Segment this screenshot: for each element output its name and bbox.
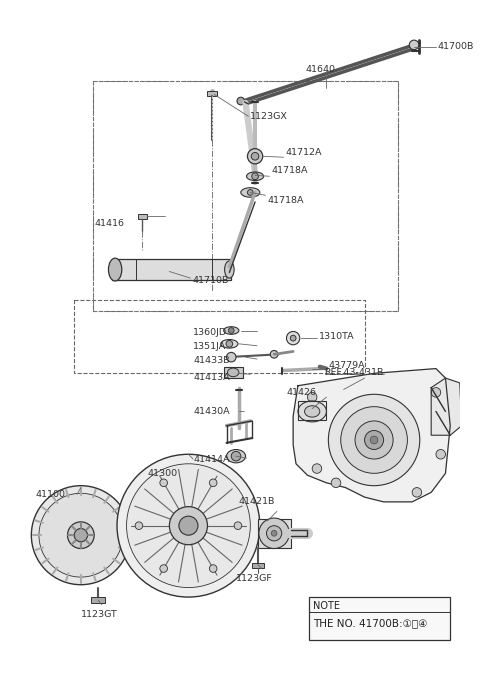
Circle shape <box>74 528 87 542</box>
Bar <box>298 401 326 420</box>
Bar <box>112 259 231 280</box>
Circle shape <box>39 493 123 577</box>
Text: 41421B: 41421B <box>239 497 275 507</box>
Text: 41712A: 41712A <box>286 148 322 157</box>
Text: 1310TA: 1310TA <box>319 332 355 340</box>
Circle shape <box>68 522 94 548</box>
Text: NOTE: NOTE <box>313 601 340 611</box>
Text: 41640: 41640 <box>306 65 336 74</box>
Ellipse shape <box>305 406 320 417</box>
Circle shape <box>412 488 421 497</box>
Circle shape <box>436 449 445 459</box>
Text: 43779A: 43779A <box>328 361 365 370</box>
Text: 41413A: 41413A <box>193 373 230 381</box>
Ellipse shape <box>108 258 122 281</box>
Circle shape <box>312 464 322 473</box>
Bar <box>309 597 450 640</box>
Text: 41710B: 41710B <box>192 276 228 285</box>
Circle shape <box>370 436 378 444</box>
Text: 41718A: 41718A <box>267 195 304 204</box>
Text: 1360JD: 1360JD <box>193 328 228 337</box>
Text: 41433B: 41433B <box>193 356 230 366</box>
Circle shape <box>355 421 393 459</box>
Text: 1123GT: 1123GT <box>81 609 118 619</box>
Bar <box>258 519 291 548</box>
Bar <box>91 597 105 603</box>
Circle shape <box>252 173 258 180</box>
Ellipse shape <box>228 368 239 377</box>
Ellipse shape <box>224 327 239 334</box>
Circle shape <box>270 351 278 358</box>
Ellipse shape <box>298 401 326 422</box>
Polygon shape <box>431 378 462 435</box>
Ellipse shape <box>247 172 264 180</box>
Circle shape <box>248 189 253 195</box>
Polygon shape <box>293 368 450 502</box>
Circle shape <box>251 153 259 160</box>
Text: THE NO. 41700B:①～④: THE NO. 41700B:①～④ <box>313 618 428 628</box>
Circle shape <box>364 430 384 449</box>
Circle shape <box>117 454 260 597</box>
Circle shape <box>179 516 198 535</box>
Circle shape <box>209 479 217 487</box>
Text: 41414A: 41414A <box>193 456 230 464</box>
Circle shape <box>271 530 277 536</box>
Circle shape <box>226 340 233 347</box>
Circle shape <box>135 522 143 530</box>
Text: 41100: 41100 <box>35 490 65 498</box>
Ellipse shape <box>225 261 234 278</box>
Circle shape <box>160 565 168 572</box>
Text: REF.43-431B: REF.43-431B <box>324 368 384 377</box>
Circle shape <box>331 478 341 488</box>
Text: 1123GX: 1123GX <box>250 112 288 121</box>
Circle shape <box>431 387 441 397</box>
Circle shape <box>307 392 317 402</box>
Ellipse shape <box>241 188 260 197</box>
Bar <box>224 366 243 378</box>
Circle shape <box>228 328 234 334</box>
Circle shape <box>328 394 420 486</box>
Ellipse shape <box>227 449 246 463</box>
Circle shape <box>287 332 300 345</box>
Circle shape <box>259 518 289 548</box>
Circle shape <box>169 507 207 545</box>
Circle shape <box>31 486 131 585</box>
Circle shape <box>290 335 296 341</box>
Text: 41300: 41300 <box>147 469 178 478</box>
Text: 1351JA: 1351JA <box>193 342 227 351</box>
Text: 41426: 41426 <box>287 388 316 397</box>
Circle shape <box>266 526 282 541</box>
Circle shape <box>231 452 241 461</box>
Text: 41430A: 41430A <box>193 407 230 416</box>
Text: 41718A: 41718A <box>271 166 308 175</box>
Circle shape <box>341 407 408 473</box>
Circle shape <box>227 352 236 362</box>
Circle shape <box>248 148 263 164</box>
Ellipse shape <box>221 340 238 348</box>
Text: 41700B: 41700B <box>438 42 474 51</box>
Text: 1123GF: 1123GF <box>236 573 273 582</box>
Circle shape <box>209 565 217 572</box>
Circle shape <box>234 522 242 530</box>
Bar <box>138 215 146 219</box>
Bar <box>252 563 264 567</box>
Text: 41416: 41416 <box>94 219 124 228</box>
Circle shape <box>160 479 168 487</box>
Circle shape <box>127 464 250 588</box>
Bar <box>207 91 217 96</box>
Circle shape <box>409 40 419 50</box>
Circle shape <box>237 97 245 105</box>
